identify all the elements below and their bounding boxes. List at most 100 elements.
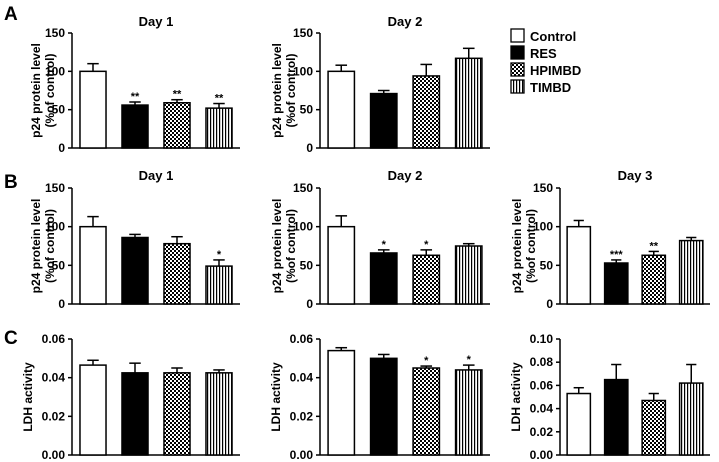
bar-a1-hpimbd xyxy=(163,102,191,149)
bar-b2-hpimbd xyxy=(412,254,441,305)
chart-c1: 0.00 0.02 0.04 0.06 LDH activity xyxy=(21,332,240,462)
y-axis-label-line-a2-0: p24 protein level xyxy=(270,43,284,138)
y-axis-label-line-b1-1: (%of control) xyxy=(43,209,57,283)
y-axis-label-line-a2-1: (%of control) xyxy=(284,54,298,128)
bar-a1-timbd xyxy=(205,107,233,149)
chart-a2: 0 50 100 150 p24 protein level(%of control) D… xyxy=(270,14,490,155)
chart-title-b2: Day 2 xyxy=(388,168,423,183)
bar-b1-timbd xyxy=(205,265,233,305)
y-axis-label-b3: p24 protein level(%of control) xyxy=(510,199,538,294)
bar-b3-res xyxy=(603,262,629,305)
panel-letter-b: B xyxy=(4,172,18,193)
chart-title-b1: Day 1 xyxy=(139,168,174,183)
y-tick-label-b3-1: 50 xyxy=(540,258,554,272)
legend: Control RES HPIMBD TIMBD xyxy=(510,28,581,95)
y-tick-label-c1-2: 0.04 xyxy=(42,371,66,385)
y-tick-label-b1-2: 100 xyxy=(45,220,65,234)
y-tick-label-a2-3: 150 xyxy=(293,26,313,40)
bar-b3-hpimbd xyxy=(641,254,667,305)
legend-label-control: Control xyxy=(530,29,576,44)
y-tick-label-c3-5: 0.10 xyxy=(530,332,554,346)
bar-c2-timbd xyxy=(454,369,483,456)
y-tick-label-a1-0: 0 xyxy=(58,141,65,155)
significance-b2-hpimbd: * xyxy=(424,239,429,251)
bar-c3-res xyxy=(603,378,629,456)
y-tick-label-c2-3: 0.06 xyxy=(290,332,314,346)
significance-a1-timbd: ** xyxy=(215,93,224,105)
bar-c2-control xyxy=(327,349,356,456)
bar-b1-control xyxy=(79,225,107,305)
y-tick-label-a1-3: 150 xyxy=(45,26,65,40)
bar-b2-control xyxy=(327,225,356,305)
y-tick-label-a2-0: 0 xyxy=(306,141,313,155)
bar-c1-timbd xyxy=(205,372,233,456)
y-tick-label-b3-0: 0 xyxy=(546,297,553,311)
y-tick-label-a1-1: 50 xyxy=(52,103,66,117)
chart-c3: 0.00 0.02 0.04 0.06 0.08 0.10 LDH activity xyxy=(509,332,710,462)
bar-a1-res xyxy=(121,104,149,149)
chart-b2: 0 50 100 150 p24 protein level(%of control) D… xyxy=(270,168,490,311)
bar-c2-res xyxy=(369,357,398,456)
legend-swatch-timbd xyxy=(510,79,525,94)
y-axis-label-b2: p24 protein level(%of control) xyxy=(270,199,298,294)
y-axis-label-a2: p24 protein level(%of control) xyxy=(270,43,298,138)
y-tick-label-c2-1: 0.02 xyxy=(290,409,314,423)
y-tick-label-b1-1: 50 xyxy=(52,258,66,272)
y-axis-label-line-b2-0: p24 protein level xyxy=(270,199,284,294)
y-tick-label-a2-2: 100 xyxy=(293,64,313,78)
y-tick-label-c3-1: 0.02 xyxy=(530,425,554,439)
y-tick-label-a1-2: 100 xyxy=(45,64,65,78)
panel-letter-a: A xyxy=(4,4,18,25)
significance-c2-timbd: * xyxy=(467,354,472,366)
bar-b1-hpimbd xyxy=(163,242,191,305)
bar-a2-hpimbd xyxy=(412,75,441,149)
y-tick-label-c1-3: 0.06 xyxy=(42,332,66,346)
y-axis-label-line-c2-0: LDH activity xyxy=(269,362,283,432)
y-tick-label-b3-2: 100 xyxy=(533,220,553,234)
y-tick-label-c3-3: 0.06 xyxy=(530,378,554,392)
chart-c2: 0.00 0.02 0.04 0.06 LDH activity * * xyxy=(269,332,490,462)
y-tick-label-c3-2: 0.04 xyxy=(530,402,554,416)
y-axis-label-c2: LDH activity xyxy=(269,362,283,432)
legend-label-timbd: TIMBD xyxy=(530,80,571,95)
chart-title-a2: Day 2 xyxy=(388,14,423,29)
bar-c1-control xyxy=(79,364,107,456)
y-axis-label-c3: LDH activity xyxy=(509,362,523,432)
chart-b3: 0 50 100 150 p24 protein level(%of control) D… xyxy=(510,168,710,311)
significance-b1-timbd: * xyxy=(217,249,222,261)
y-tick-label-b1-3: 150 xyxy=(45,181,65,195)
y-tick-label-c2-0: 0.00 xyxy=(290,448,314,462)
y-tick-label-c3-0: 0.00 xyxy=(530,448,554,462)
significance-a1-res: ** xyxy=(131,91,140,103)
y-axis-label-line-c1-0: LDH activity xyxy=(21,362,35,432)
bar-a2-timbd xyxy=(454,57,483,149)
bar-c1-hpimbd xyxy=(163,372,191,456)
y-tick-label-b2-0: 0 xyxy=(306,297,313,311)
bar-c3-hpimbd xyxy=(641,399,667,456)
bar-b3-timbd xyxy=(678,239,704,305)
y-tick-label-b3-3: 150 xyxy=(533,181,553,195)
significance-b2-res: * xyxy=(382,239,387,251)
bar-a1-control xyxy=(79,70,107,149)
bar-c3-timbd xyxy=(678,382,704,456)
legend-label-hpimbd: HPIMBD xyxy=(530,63,581,78)
y-axis-label-c1: LDH activity xyxy=(21,362,35,432)
y-axis-label-a1: p24 protein level(%of control) xyxy=(29,43,57,138)
y-axis-label-b1: p24 protein level(%of control) xyxy=(29,199,57,294)
bar-b3-control xyxy=(566,225,592,305)
bar-b2-res xyxy=(369,252,398,305)
y-axis-label-line-a1-1: (%of control) xyxy=(43,54,57,128)
bar-a2-control xyxy=(327,70,356,149)
chart-title-b3: Day 3 xyxy=(618,168,653,183)
y-tick-label-c3-4: 0.08 xyxy=(530,355,554,369)
y-tick-label-b2-2: 100 xyxy=(293,220,313,234)
panel-letter-c: C xyxy=(4,328,18,349)
y-axis-label-line-b2-1: (%of control) xyxy=(284,209,298,283)
significance-c2-hpimbd: * xyxy=(424,355,429,367)
legend-swatch-res xyxy=(510,45,525,60)
significance-b3-res: *** xyxy=(610,249,624,261)
